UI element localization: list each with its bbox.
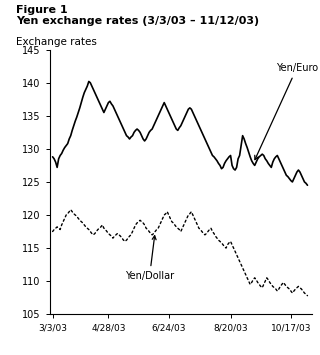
Text: Yen exchange rates (3/3/03 – 11/12/03): Yen exchange rates (3/3/03 – 11/12/03) — [16, 16, 259, 26]
Text: Yen/Euro: Yen/Euro — [255, 63, 318, 160]
Text: Yen/Dollar: Yen/Dollar — [125, 236, 174, 281]
Text: Figure 1: Figure 1 — [16, 5, 68, 15]
Text: Exchange rates: Exchange rates — [16, 37, 97, 47]
